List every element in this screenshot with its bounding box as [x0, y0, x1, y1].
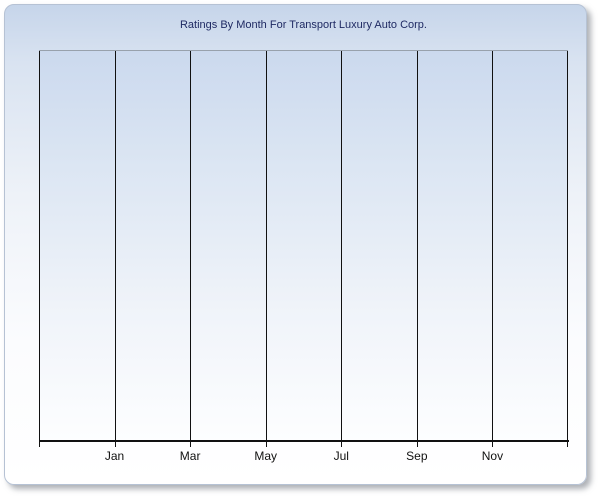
x-axis-line [39, 440, 569, 442]
x-axis-label-jan: Jan [104, 449, 125, 463]
gridline [39, 51, 40, 441]
axis-tick [416, 442, 418, 447]
gridline [265, 51, 267, 441]
axis-tick [265, 442, 267, 447]
gridline [416, 51, 418, 441]
gridline [567, 51, 568, 441]
axis-tick [190, 442, 192, 447]
axis-tick [114, 442, 116, 447]
x-axis-labels: Jan Mar May Jul Sep Nov [39, 449, 568, 465]
x-axis-ticks [39, 442, 568, 448]
axis-tick [39, 442, 40, 447]
chart-panel: Ratings By Month For Transport Luxury Au… [4, 4, 587, 485]
axis-tick [567, 442, 568, 447]
gridline [492, 51, 494, 441]
gridline [114, 51, 116, 441]
gridline [190, 51, 192, 441]
gridline [341, 51, 343, 441]
x-axis-label-jul: Jul [333, 449, 349, 463]
x-axis-label-mar: Mar [179, 449, 201, 463]
x-axis-label-sep: Sep [406, 449, 428, 463]
plot-area [39, 50, 568, 441]
x-axis-label-may: May [254, 449, 278, 463]
axis-tick [492, 442, 494, 447]
chart-title: Ratings By Month For Transport Luxury Au… [179, 19, 427, 31]
axis-tick [341, 442, 343, 447]
x-axis-label-nov: Nov [481, 449, 504, 463]
